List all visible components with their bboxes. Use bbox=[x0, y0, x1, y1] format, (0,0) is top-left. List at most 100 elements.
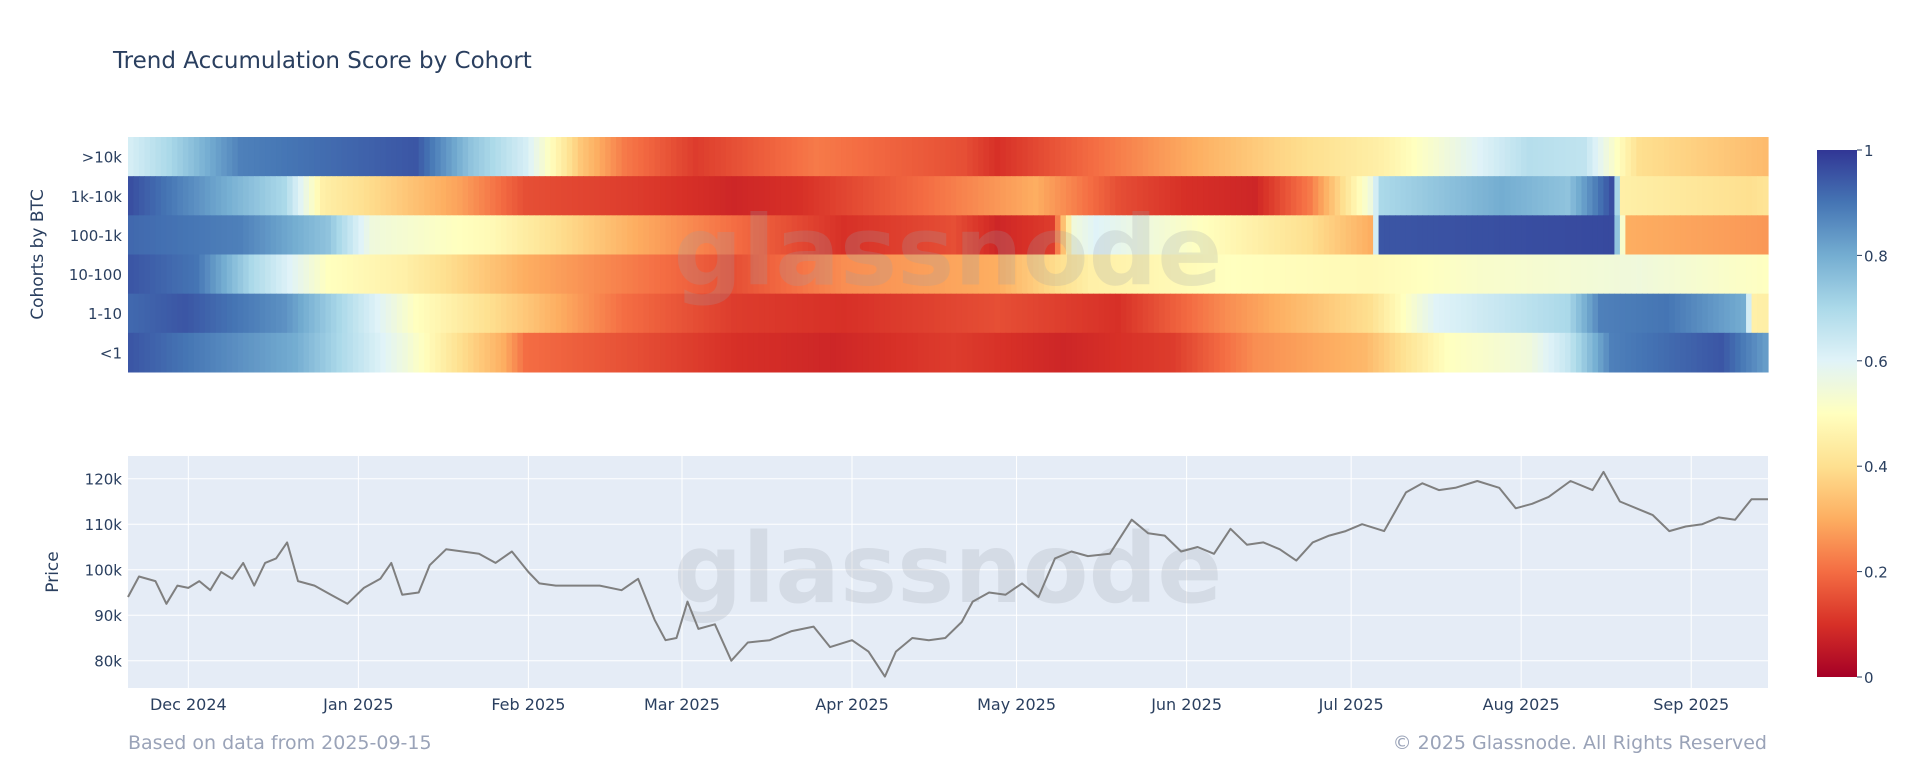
heatmap-cell bbox=[1438, 137, 1445, 177]
heatmap-cell bbox=[1043, 137, 1051, 177]
heatmap-cell bbox=[797, 254, 804, 295]
heatmap-cell bbox=[1449, 215, 1456, 255]
heatmap-cell bbox=[1444, 215, 1451, 255]
heatmap-cell bbox=[1082, 332, 1089, 373]
heatmap-cell bbox=[1137, 176, 1144, 216]
heatmap-cell bbox=[742, 176, 749, 216]
heatmap-cell bbox=[380, 215, 387, 255]
heatmap-cell bbox=[956, 137, 963, 177]
heatmap-cell bbox=[1340, 254, 1347, 295]
heatmap-cell bbox=[243, 215, 250, 255]
heatmap-cell bbox=[720, 254, 727, 295]
watermark: glassnode bbox=[674, 196, 1223, 308]
heatmap-cell bbox=[906, 254, 913, 295]
heatmap-cell bbox=[1027, 176, 1034, 216]
heatmap-cell bbox=[862, 332, 870, 373]
heatmap-cell bbox=[561, 176, 568, 216]
heatmap-cell bbox=[583, 176, 590, 216]
heatmap-cell bbox=[934, 293, 941, 334]
heatmap-cell bbox=[945, 215, 952, 255]
heatmap-cell bbox=[681, 254, 689, 295]
heatmap-cell bbox=[1427, 293, 1435, 334]
heatmap-cell bbox=[429, 176, 436, 216]
heatmap-cell bbox=[1290, 254, 1297, 295]
heatmap-cell bbox=[1597, 215, 1605, 255]
heatmap-cell bbox=[841, 293, 848, 334]
heatmap-cell bbox=[1104, 254, 1111, 295]
heatmap-cell bbox=[1175, 254, 1182, 295]
heatmap-cell bbox=[325, 332, 332, 373]
heatmap-cell bbox=[1641, 176, 1648, 216]
heatmap-cell bbox=[1115, 137, 1122, 177]
heatmap-cell bbox=[950, 254, 957, 295]
heatmap-cell bbox=[1142, 293, 1149, 334]
heatmap-cell bbox=[1033, 332, 1040, 373]
heatmap-cell bbox=[1455, 176, 1462, 216]
heatmap-cell bbox=[830, 254, 837, 295]
heatmap-cell bbox=[649, 137, 656, 177]
heatmap bbox=[128, 137, 1769, 373]
heatmap-cell bbox=[149, 176, 157, 216]
heatmap-cell bbox=[1548, 176, 1555, 216]
heatmap-cell bbox=[621, 137, 628, 177]
heatmap-cell bbox=[1395, 137, 1402, 177]
heatmap-cell bbox=[215, 176, 222, 216]
heatmap-cell bbox=[539, 332, 546, 373]
heatmap-cell bbox=[1307, 215, 1314, 255]
heatmap-cell bbox=[1619, 254, 1626, 295]
heatmap-cell bbox=[638, 254, 645, 295]
heatmap-cell bbox=[671, 137, 678, 177]
heatmap-cell bbox=[1093, 293, 1100, 334]
heatmap-cell bbox=[671, 254, 678, 295]
heatmap-cell bbox=[731, 215, 738, 255]
heatmap-cell bbox=[923, 215, 930, 255]
heatmap-cell bbox=[1658, 332, 1665, 373]
heatmap-cell bbox=[994, 293, 1001, 334]
heatmap-cell bbox=[1493, 215, 1500, 255]
heatmap-cell bbox=[841, 215, 848, 255]
heatmap-cell bbox=[1427, 176, 1435, 216]
heatmap-cell bbox=[835, 254, 842, 295]
heatmap-cell bbox=[1208, 293, 1215, 334]
heatmap-cell bbox=[1696, 293, 1703, 334]
heatmap-cell bbox=[1740, 176, 1747, 216]
heatmap-cell bbox=[1318, 293, 1325, 334]
heatmap-cell bbox=[928, 293, 935, 334]
heatmap-cell bbox=[369, 293, 376, 334]
heatmap-cell bbox=[1016, 215, 1023, 255]
heatmap-cell bbox=[665, 254, 672, 295]
heatmap-cell bbox=[1312, 332, 1319, 373]
heatmap-cell bbox=[1219, 137, 1226, 177]
heatmap-cell bbox=[1614, 137, 1621, 177]
heatmap-cell bbox=[550, 176, 557, 216]
heatmap-cell bbox=[1345, 137, 1352, 177]
heatmap-cell bbox=[221, 332, 228, 373]
heatmap-cell bbox=[698, 332, 705, 373]
heatmap-cell bbox=[259, 176, 266, 216]
heatmap-cell bbox=[533, 293, 540, 334]
heatmap-cell bbox=[177, 254, 184, 295]
heatmap-cell bbox=[1093, 176, 1100, 216]
heatmap-cell bbox=[583, 254, 590, 295]
heatmap-cell bbox=[374, 254, 381, 295]
heatmap-cell bbox=[1334, 215, 1341, 255]
heatmap-cell bbox=[1389, 293, 1396, 334]
heatmap-cell bbox=[1263, 176, 1270, 216]
heatmap-cell bbox=[830, 137, 837, 177]
heatmap-cell bbox=[1411, 176, 1418, 216]
heatmap-cell bbox=[797, 137, 804, 177]
heatmap-cell bbox=[594, 293, 601, 334]
heatmap-cell bbox=[572, 137, 579, 177]
heatmap-cell bbox=[1137, 332, 1144, 373]
heatmap-cell bbox=[1762, 332, 1769, 373]
heatmap-cell bbox=[753, 332, 760, 373]
heatmap-cell bbox=[884, 176, 891, 216]
heatmap-cell bbox=[1060, 254, 1067, 295]
heatmap-cell bbox=[1181, 254, 1188, 295]
heatmap-cell bbox=[128, 215, 135, 255]
heatmap-cell bbox=[1131, 332, 1138, 373]
heatmap-cell bbox=[298, 176, 305, 216]
heatmap-cell bbox=[199, 293, 206, 334]
heatmap-cell bbox=[341, 215, 348, 255]
heatmap-cell bbox=[703, 293, 710, 334]
